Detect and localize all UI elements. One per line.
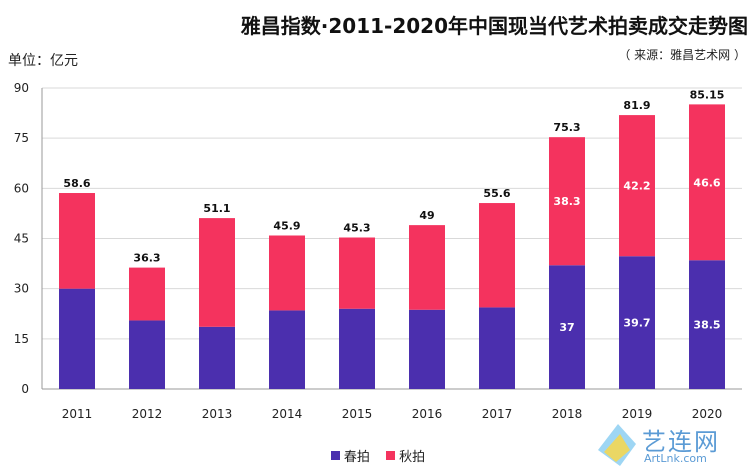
segment-data-label: 42.2 [623,180,650,193]
x-tick-label: 2011 [62,407,93,421]
x-tick-label: 2012 [132,407,163,421]
bar-segment-autumn [129,267,165,321]
bar-segment-autumn [619,115,655,257]
bar-segment-spring [549,265,585,389]
watermark-text-en: ArtLnk.com [644,452,707,465]
y-tick-label: 45 [14,232,29,246]
y-tick-label: 15 [14,332,29,346]
total-data-label: 45.3 [343,221,370,234]
bar-segment-spring [689,260,725,389]
x-tick-label: 2016 [412,407,443,421]
x-tick-label: 2019 [622,407,653,421]
bar-segment-spring [199,326,235,389]
legend-item-autumn: 秋拍 [386,446,425,465]
bar-segment-spring [59,288,95,389]
bar-segment-autumn [479,203,515,308]
y-tick-label: 30 [14,282,29,296]
legend-swatch-autumn [386,451,396,460]
chart-title: 雅昌指数·2011-2020年中国现当代艺术拍卖成交走势图 [240,14,748,38]
x-tick-label: 2018 [552,407,583,421]
y-tick-label: 60 [14,181,29,195]
watermark-text-cn: 艺连网 [642,428,720,456]
x-tick-label: 2013 [202,407,233,421]
total-data-label: 85.15 [690,88,725,101]
total-data-label: 55.6 [483,187,510,200]
y-tick-label: 0 [21,382,29,396]
bar-segment-spring [339,308,375,389]
legend-item-spring: 春拍 [330,446,370,465]
bar-segment-spring [409,309,445,389]
x-tick-label: 2017 [482,407,513,421]
total-data-label: 49 [419,209,434,222]
total-data-label: 75.3 [553,121,580,134]
bar-segment-autumn [269,235,305,311]
total-data-label: 51.1 [203,202,230,215]
legend: 春拍 秋拍 [0,446,756,465]
bar-segment-spring [619,256,655,389]
y-tick-label: 75 [14,131,29,145]
bar-segment-autumn [689,104,725,261]
legend-label-autumn: 秋拍 [399,450,426,465]
watermark-icon [598,424,636,466]
segment-data-label: 46.6 [693,176,720,189]
x-tick-label: 2015 [342,407,373,421]
bar-segment-autumn [409,225,445,310]
bar-segment-spring [269,310,305,389]
bar-segment-spring [479,307,515,389]
segment-data-label: 38.3 [553,195,580,208]
segment-data-label: 39.7 [623,317,650,330]
segment-data-label: 37 [559,321,574,334]
legend-label-spring: 春拍 [343,450,370,465]
y-tick-label: 90 [14,81,29,95]
x-tick-label: 2020 [692,407,723,421]
total-data-label: 58.6 [63,177,90,190]
unit-label: 单位：亿元 [8,53,78,69]
total-data-label: 36.3 [133,252,160,265]
bar-segment-spring [129,320,165,389]
total-data-label: 81.9 [623,99,650,112]
segment-data-label: 38.5 [693,319,720,332]
total-data-label: 45.9 [273,219,300,232]
bar-segment-autumn [549,137,585,266]
bar-segment-autumn [199,218,235,327]
x-tick-label: 2014 [272,407,303,421]
bar-segment-autumn [339,237,375,309]
bar-segment-autumn [59,193,95,289]
legend-swatch-spring [330,451,340,460]
watermark-logo: 艺连网 ArtLnk.com [590,420,750,470]
chart-source: （ 来源：雅昌艺术网 ） [618,48,746,62]
